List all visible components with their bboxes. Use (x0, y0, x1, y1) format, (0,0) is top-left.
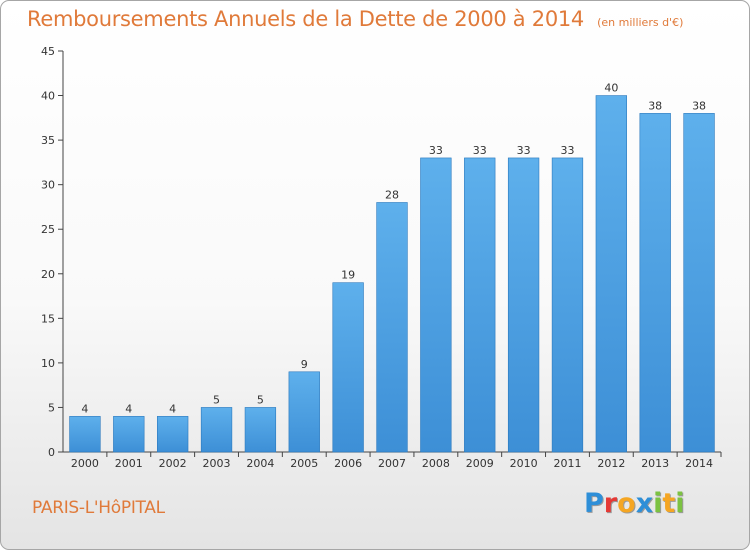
bar-value-label: 19 (341, 269, 355, 282)
y-axis: 0 5 10 15 20 25 30 35 40 45 (41, 45, 64, 459)
y-tick-label: 40 (41, 90, 55, 103)
bar-value-label: 4 (81, 402, 88, 415)
logo-letter: i (653, 488, 663, 519)
bar-value-label: 33 (473, 144, 487, 157)
x-tick-label: 2007 (378, 457, 406, 470)
bars (69, 95, 715, 453)
x-tick-label: 2014 (685, 457, 713, 470)
bar-value-label: 5 (257, 393, 264, 406)
bar-value-label: 4 (125, 402, 132, 415)
bar-value-label: 38 (648, 99, 662, 112)
y-tick-label: 25 (41, 223, 55, 236)
chart-title: Remboursements Annuels de la Dette de 20… (27, 7, 584, 31)
bar-value-label: 28 (385, 188, 399, 201)
bar-labels: 4 4 4 5 5 9 19 28 33 33 33 33 40 38 38 (81, 82, 706, 416)
x-tick-label: 2000 (71, 457, 99, 470)
logo-letter: o (617, 488, 636, 519)
bar-2005 (288, 371, 320, 453)
x-tick-label: 2009 (466, 457, 494, 470)
logo-letter: P (584, 488, 604, 519)
logo-letter: x (635, 488, 654, 519)
bar-2004 (244, 407, 277, 453)
y-tick-label: 5 (48, 401, 55, 414)
x-tick-label: 2004 (246, 457, 274, 470)
x-tick-label: 2010 (510, 457, 538, 470)
x-tick-label: 2006 (334, 457, 362, 470)
bar-value-label: 9 (301, 358, 308, 371)
bar-2000 (69, 416, 101, 453)
x-tick-label: 2003 (203, 457, 231, 470)
bar-value-label: 38 (692, 99, 706, 112)
bar-2006 (332, 282, 364, 453)
bar-value-label: 40 (604, 82, 618, 95)
bar-2012 (595, 95, 627, 453)
y-tick-label: 0 (48, 446, 55, 459)
bar-value-label: 4 (169, 402, 176, 415)
logo-letter: t (662, 488, 676, 519)
x-tick-label: 2002 (159, 457, 187, 470)
x-tick-label: 2005 (290, 457, 318, 470)
y-tick-label: 30 (41, 179, 55, 192)
bar-2007 (376, 202, 408, 453)
x-axis: 2000 2001 2002 2003 2004 2005 2006 2007 2008 2009… (63, 451, 722, 470)
proxiti-logo: Proxiti (584, 488, 685, 519)
bar-2009 (464, 157, 496, 453)
y-tick-label: 10 (41, 357, 55, 370)
chart-unit: (en milliers d'€) (597, 16, 684, 29)
bar-value-label: 5 (213, 393, 220, 406)
x-tick-label: 2012 (597, 457, 625, 470)
logo-letter: r (603, 488, 618, 519)
bar-2001 (113, 416, 145, 453)
x-tick-label: 2013 (641, 457, 669, 470)
bar-2014 (683, 113, 715, 453)
y-tick-label: 45 (41, 45, 55, 58)
bar-2011 (551, 157, 584, 453)
bar-value-label: 33 (560, 144, 574, 157)
bar-value-label: 33 (517, 144, 531, 157)
x-tick-label: 2001 (115, 457, 143, 470)
bar-2008 (420, 157, 452, 453)
bar-2010 (507, 157, 540, 453)
x-tick-label: 2008 (422, 457, 450, 470)
y-tick-label: 15 (41, 312, 55, 325)
bar-value-label: 33 (429, 144, 443, 157)
logo-letter: i (675, 488, 685, 519)
y-tick-label: 35 (41, 134, 55, 147)
bar-2002 (157, 416, 189, 453)
title-line: Remboursements Annuels de la Dette de 20… (27, 7, 683, 31)
x-tick-label: 2011 (553, 457, 581, 470)
commune-name: PARIS-L'HôPITAL (32, 498, 165, 518)
bar-2013 (639, 113, 671, 453)
y-tick-label: 20 (41, 268, 55, 281)
bar-2003 (200, 407, 233, 453)
